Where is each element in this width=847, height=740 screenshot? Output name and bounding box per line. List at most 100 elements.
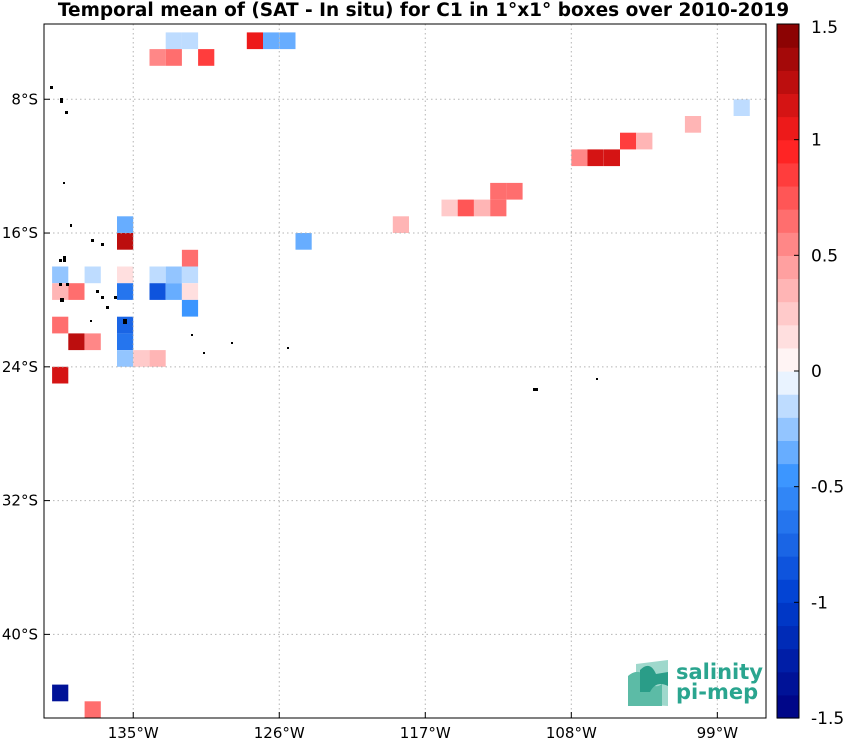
grid-lines-layer xyxy=(44,24,766,718)
data-cell xyxy=(133,350,150,367)
data-cell xyxy=(149,350,166,367)
colorbar-tick-label: 1.5 xyxy=(811,18,838,38)
island xyxy=(59,283,62,286)
island xyxy=(96,290,99,293)
colorbar-swatch xyxy=(777,371,799,395)
data-cell xyxy=(52,684,69,702)
island xyxy=(59,259,62,262)
island xyxy=(101,243,104,246)
data-cell xyxy=(181,299,199,317)
data-cell xyxy=(490,182,507,200)
x-tick-label: 117°W xyxy=(400,724,451,740)
data-cell xyxy=(181,249,199,267)
data-cell xyxy=(474,199,491,217)
island xyxy=(596,378,598,380)
data-cell xyxy=(68,283,85,300)
colorbar-swatch xyxy=(777,255,799,280)
x-tick-label: 99°W xyxy=(697,724,739,740)
x-tick-label: 126°W xyxy=(254,724,305,740)
y-tick-label: 40°S xyxy=(2,625,38,643)
data-cell xyxy=(246,32,263,50)
land-islands-layer xyxy=(50,86,598,391)
island xyxy=(50,86,53,89)
island xyxy=(203,352,205,354)
data-cell xyxy=(52,366,69,384)
data-cell xyxy=(457,199,474,217)
colorbar-tick-label: 1 xyxy=(811,131,822,151)
data-cell xyxy=(490,199,507,217)
colorbar-swatch xyxy=(777,394,799,418)
colorbar-tick-label: 0.5 xyxy=(811,246,838,266)
colorbar-swatch xyxy=(777,648,799,673)
data-cell xyxy=(117,350,134,367)
x-axis-ticks: 135°W 126°W 117°W 108°W 99°W xyxy=(108,712,738,740)
colorbar-swatch xyxy=(777,602,799,627)
data-cell xyxy=(165,283,182,300)
data-cell xyxy=(84,333,101,351)
island xyxy=(90,320,92,322)
island xyxy=(65,111,68,114)
colorbar-tick-label: 0 xyxy=(811,362,822,382)
data-cell xyxy=(117,316,134,334)
colorbar: 1.5 1 0.5 0 -0.5 -1 -1.5 xyxy=(776,18,844,729)
data-cell xyxy=(620,132,637,150)
data-cell xyxy=(733,99,750,116)
salinity-pi-mep-logo: salinity pi-mep xyxy=(628,660,763,706)
data-cell xyxy=(181,32,199,50)
colorbar-tick-label: -0.5 xyxy=(811,478,844,498)
colorbar-swatch xyxy=(777,24,799,48)
island xyxy=(106,306,109,309)
colorbar-swatch xyxy=(777,694,799,719)
island xyxy=(60,298,64,302)
colorbar-swatch xyxy=(777,70,799,94)
island xyxy=(114,296,117,299)
data-cell xyxy=(117,266,134,284)
y-tick-label: 32°S xyxy=(2,492,38,510)
island xyxy=(63,182,65,184)
colorbar-swatch xyxy=(777,579,799,603)
colorbar-swatch xyxy=(777,162,799,187)
colorbar-swatches xyxy=(777,24,799,719)
map-frame xyxy=(43,23,767,719)
logo-text-pi-mep: pi-mep xyxy=(676,680,758,704)
data-cell xyxy=(279,32,296,50)
colorbar-swatch xyxy=(777,93,799,118)
colorbar-swatch xyxy=(777,440,799,465)
colorbar-swatch xyxy=(777,509,799,534)
island xyxy=(191,334,193,336)
map-title: Temporal mean of (SAT - In situ) for C1 … xyxy=(57,0,790,21)
island xyxy=(101,296,104,299)
data-cell xyxy=(52,283,69,300)
colorbar-swatch xyxy=(777,116,799,141)
colorbar-swatch xyxy=(777,556,799,580)
colorbar-tick-label: -1.5 xyxy=(811,709,844,729)
colorbar-swatch xyxy=(777,532,799,557)
data-cell xyxy=(149,283,166,300)
island xyxy=(123,319,127,324)
island xyxy=(63,256,66,262)
y-tick-label: 16°S xyxy=(2,224,38,242)
colorbar-swatch xyxy=(777,209,799,233)
island xyxy=(287,347,289,349)
island xyxy=(231,342,233,344)
data-cell xyxy=(84,266,101,284)
data-cell xyxy=(506,182,523,200)
colorbar-swatch xyxy=(777,185,799,210)
colorbar-tick-label: -1 xyxy=(811,593,828,613)
colorbar-swatch xyxy=(777,347,799,372)
data-cell xyxy=(295,233,312,250)
island xyxy=(533,388,538,391)
data-cell xyxy=(392,216,409,233)
colorbar-swatch xyxy=(777,486,799,511)
data-cell xyxy=(571,149,588,167)
data-cell xyxy=(603,149,620,167)
island xyxy=(66,283,69,286)
y-tick-label: 24°S xyxy=(2,358,38,376)
data-cell xyxy=(117,216,134,233)
colorbar-swatch xyxy=(777,324,799,349)
data-cell xyxy=(263,32,280,50)
colorbar-swatch xyxy=(777,671,799,696)
data-cell xyxy=(165,32,182,50)
data-cell xyxy=(198,49,215,66)
data-cell xyxy=(636,132,653,150)
